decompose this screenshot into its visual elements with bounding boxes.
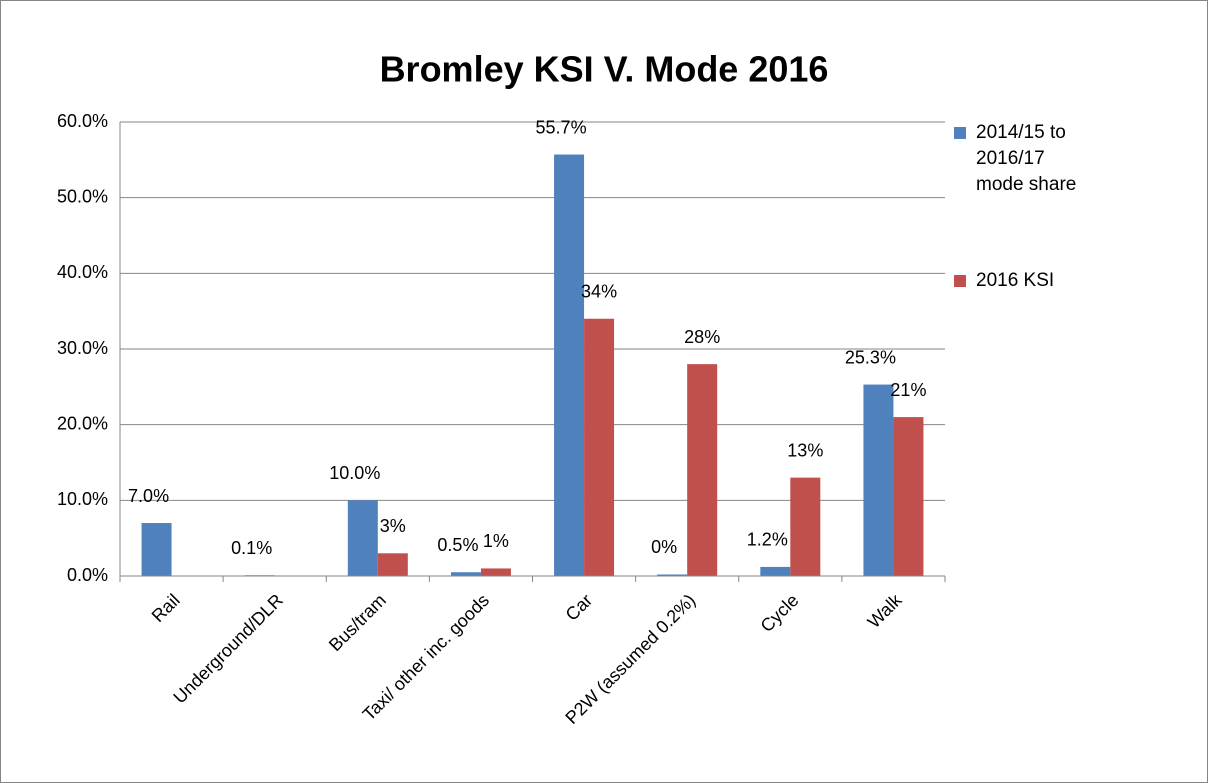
bar bbox=[554, 154, 585, 576]
y-tick-label: 10.0% bbox=[57, 489, 108, 509]
data-label: 1% bbox=[483, 531, 509, 551]
legend-label: 2014/15 to 2016/17 mode share bbox=[976, 122, 1077, 195]
y-tick-label: 40.0% bbox=[57, 262, 108, 282]
y-tick-label: 60.0% bbox=[57, 111, 108, 131]
bar bbox=[377, 553, 408, 576]
legend-swatch bbox=[954, 275, 966, 287]
data-label: 0.5% bbox=[437, 535, 478, 555]
bar bbox=[760, 566, 791, 576]
chart-title: Bromley KSI V. Mode 2016 bbox=[380, 49, 829, 90]
data-label: 34% bbox=[581, 281, 617, 301]
bar bbox=[141, 523, 172, 576]
data-label: 0% bbox=[651, 537, 677, 557]
data-label: 7.0% bbox=[128, 486, 169, 506]
data-label: 25.3% bbox=[845, 347, 896, 367]
bar bbox=[347, 500, 378, 576]
data-label: 0.1% bbox=[231, 538, 272, 558]
y-tick-label: 20.0% bbox=[57, 413, 108, 433]
y-tick-label: 50.0% bbox=[57, 186, 108, 206]
data-label: 1.2% bbox=[747, 530, 788, 550]
bar bbox=[790, 477, 821, 576]
legend-swatch bbox=[954, 127, 966, 139]
y-tick-label: 30.0% bbox=[57, 338, 108, 358]
data-label: 55.7% bbox=[536, 117, 587, 137]
bar bbox=[450, 572, 481, 576]
data-label: 13% bbox=[787, 440, 823, 460]
bar bbox=[657, 574, 688, 576]
data-label: 3% bbox=[380, 516, 406, 536]
bar bbox=[863, 384, 894, 576]
legend-label: 2016 KSI bbox=[976, 270, 1055, 291]
data-label: 21% bbox=[890, 380, 926, 400]
y-tick-label: 0.0% bbox=[67, 565, 108, 585]
bar bbox=[584, 318, 615, 576]
bar bbox=[480, 568, 511, 576]
data-label: 28% bbox=[684, 327, 720, 347]
data-label: 10.0% bbox=[329, 463, 380, 483]
bar bbox=[687, 364, 718, 576]
bar bbox=[893, 417, 924, 576]
